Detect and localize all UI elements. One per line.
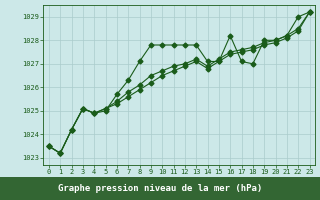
Text: Graphe pression niveau de la mer (hPa): Graphe pression niveau de la mer (hPa) <box>58 184 262 193</box>
